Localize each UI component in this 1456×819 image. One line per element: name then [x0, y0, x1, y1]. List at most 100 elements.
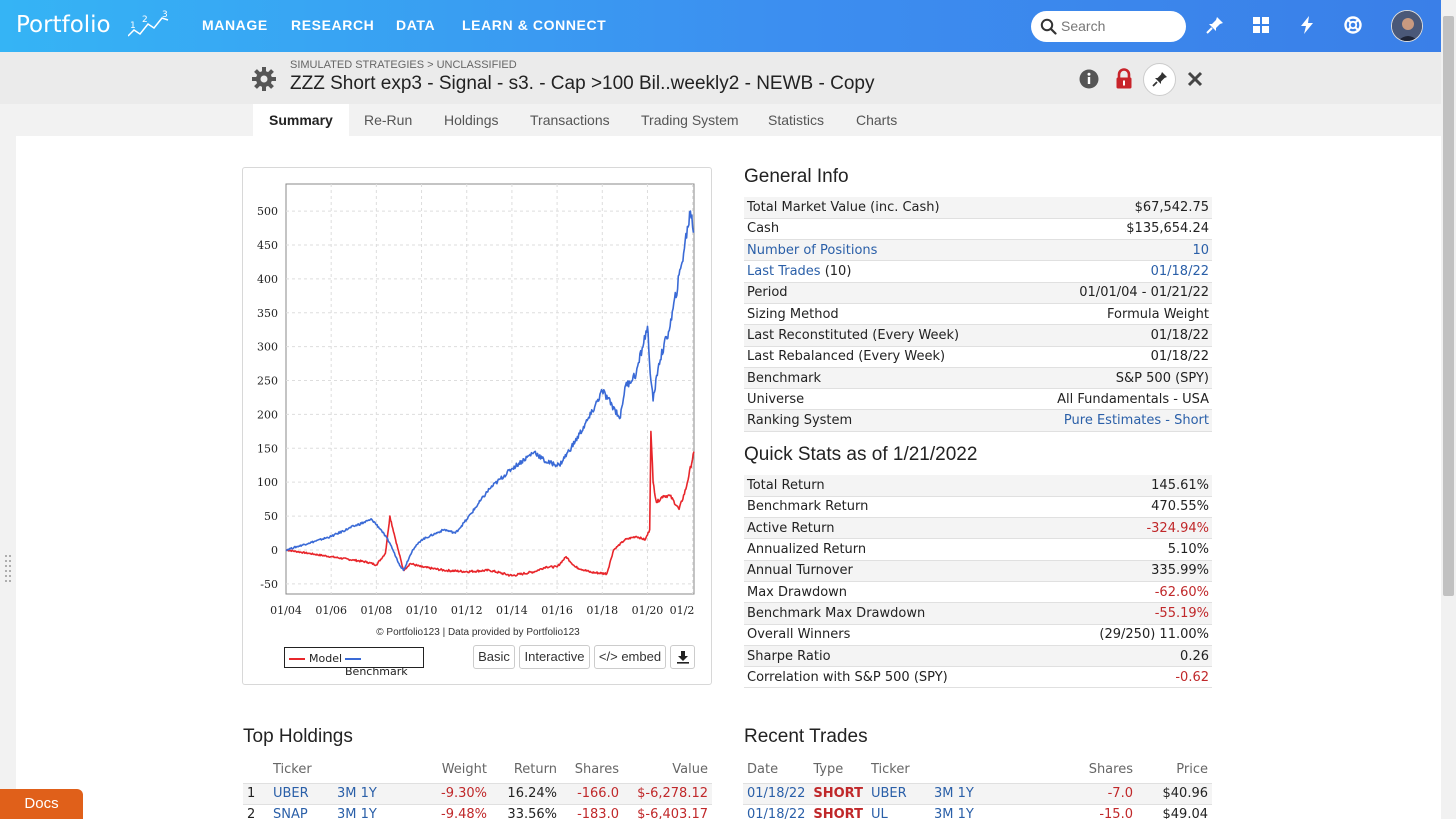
- chart-basic-button[interactable]: Basic: [473, 645, 515, 669]
- stat-value: -324.94%: [1044, 517, 1212, 540]
- holding-value: $-6,278.12: [623, 783, 712, 805]
- legend-benchmark[interactable]: Benchmark: [345, 652, 423, 678]
- col-value[interactable]: Value: [623, 757, 712, 784]
- svg-text:3: 3: [162, 10, 168, 20]
- portfolio123-logo[interactable]: Portfolio: [16, 12, 111, 38]
- breadcrumb[interactable]: SIMULATED STRATEGIES > UNCLASSIFIED: [290, 59, 517, 71]
- x-tick-label: 01/14: [496, 604, 528, 617]
- search-box[interactable]: [1031, 11, 1186, 42]
- trade-date-link[interactable]: 01/18/22: [743, 804, 810, 819]
- number-of-positions-link[interactable]: Number of Positions: [747, 242, 878, 258]
- y-tick-label: 450: [257, 239, 278, 252]
- trade-shares: -15.0: [1019, 804, 1137, 819]
- y-tick-label: 0: [271, 544, 278, 557]
- quick-stats-title: Quick Stats as of 1/21/2022: [744, 444, 978, 465]
- info-value: S&P 500 (SPY): [1015, 367, 1212, 390]
- lightning-icon[interactable]: [1297, 15, 1317, 35]
- legend-model[interactable]: Model: [289, 652, 342, 665]
- nav-research[interactable]: RESEARCH: [291, 17, 375, 33]
- tab-transactions[interactable]: Transactions: [530, 112, 610, 128]
- trade-price: $40.96: [1136, 783, 1212, 805]
- nav-learn-connect[interactable]: LEARN & CONNECT: [462, 17, 607, 33]
- tab-trading-system[interactable]: Trading System: [641, 112, 739, 128]
- plot-area: [285, 183, 695, 595]
- stat-label: Sharpe Ratio: [744, 645, 1045, 668]
- holding-period-links[interactable]: 3M 1Y: [333, 804, 413, 819]
- col-shares[interactable]: Shares: [561, 757, 623, 784]
- x-tick-label: 01/06: [315, 604, 347, 617]
- close-icon[interactable]: [1183, 67, 1207, 91]
- stat-label: Correlation with S&P 500 (SPY): [744, 666, 1045, 689]
- tab-re-run[interactable]: Re-Run: [364, 112, 413, 128]
- trade-period-links[interactable]: 3M 1Y: [929, 783, 1020, 805]
- svg-text:2: 2: [142, 15, 148, 25]
- col-type[interactable]: Type: [809, 757, 867, 784]
- trade-ticker-link[interactable]: UBER: [866, 783, 930, 805]
- tab-charts[interactable]: Charts: [856, 112, 898, 128]
- left-gutter: [0, 104, 16, 819]
- col-rank: [243, 757, 269, 784]
- nav-manage[interactable]: MANAGE: [202, 17, 268, 33]
- chart-embed-button[interactable]: </> embed: [594, 645, 666, 669]
- tab-holdings[interactable]: Holdings: [444, 112, 499, 128]
- stat-row: Total Return 145.61%: [744, 475, 1212, 497]
- col-shares[interactable]: Shares: [1019, 757, 1137, 784]
- drag-handle-icon[interactable]: [4, 553, 12, 585]
- col-ticker[interactable]: Ticker: [866, 757, 930, 784]
- info-value: 01/18/22: [1015, 324, 1212, 347]
- trade-type: SHORT: [809, 783, 867, 805]
- stat-row: Benchmark Return 470.55%: [744, 496, 1212, 519]
- tab-summary[interactable]: Summary: [253, 104, 349, 136]
- chart-download-button[interactable]: [670, 645, 695, 669]
- col-date[interactable]: Date: [743, 757, 810, 784]
- user-avatar[interactable]: [1391, 10, 1423, 42]
- last-trades-count: (10): [820, 264, 852, 280]
- last-trades-link[interactable]: Last Trades: [747, 264, 821, 280]
- docs-button[interactable]: Docs: [0, 789, 83, 819]
- pin-icon[interactable]: [1205, 15, 1225, 35]
- pin-strategy-button[interactable]: [1143, 63, 1176, 96]
- trade-ticker-link[interactable]: UL: [866, 804, 930, 819]
- legend-benchmark-label: Benchmark: [345, 665, 408, 678]
- nav-data[interactable]: DATA: [396, 17, 436, 33]
- tab-statistics[interactable]: Statistics: [768, 112, 825, 128]
- series-line-model: [285, 430, 695, 577]
- stat-row: Active Return -324.94%: [744, 517, 1212, 540]
- stat-value: 0.26: [1044, 645, 1212, 668]
- lock-icon[interactable]: [1112, 67, 1136, 91]
- search-input[interactable]: [1061, 16, 1176, 36]
- number-of-positions-value-link[interactable]: 10: [1192, 242, 1209, 258]
- series-line-benchmark: [285, 210, 695, 572]
- x-tick-label: 01/04: [270, 604, 302, 617]
- holding-ticker-link[interactable]: UBER: [269, 783, 333, 805]
- y-tick-label: -50: [260, 578, 278, 591]
- performance-chart[interactable]: -50 0 50 100 150 200 250 300 350 400 450 500 01/04 01…: [243, 170, 711, 620]
- help-lifebuoy-icon[interactable]: [1343, 15, 1363, 35]
- y-tick-label: 50: [264, 510, 278, 523]
- trade-date-link[interactable]: 01/18/22: [743, 783, 810, 805]
- info-icon[interactable]: [1077, 67, 1101, 91]
- stat-label: Benchmark Return: [744, 496, 1045, 519]
- last-trades-date-link[interactable]: 01/18/22: [1150, 264, 1209, 280]
- info-label: Total Market Value (inc. Cash): [744, 197, 1016, 219]
- ranking-system-link[interactable]: Pure Estimates - Short: [1063, 413, 1209, 429]
- gear-icon[interactable]: [251, 66, 277, 92]
- col-weight[interactable]: Weight: [413, 757, 491, 784]
- dashboard-grid-icon[interactable]: [1251, 15, 1271, 35]
- col-ticker[interactable]: Ticker: [269, 757, 333, 784]
- trade-period-links[interactable]: 3M 1Y: [929, 804, 1020, 819]
- stat-value: (29/250) 11.00%: [1044, 624, 1212, 646]
- table-row: 01/18/22 SHORT UBER 3M 1Y -7.0 $40.96: [743, 783, 1212, 805]
- logo-123-graphic: 1 2 3: [128, 10, 169, 37]
- holding-ticker-link[interactable]: SNAP: [269, 804, 333, 819]
- stat-label: Annual Turnover: [744, 560, 1045, 582]
- y-tick-label: 500: [257, 205, 278, 218]
- chart-interactive-button[interactable]: Interactive: [519, 645, 590, 669]
- holding-period-links[interactable]: 3M 1Y: [333, 783, 413, 805]
- col-price[interactable]: Price: [1136, 757, 1212, 784]
- stat-value: 5.10%: [1044, 538, 1212, 561]
- col-return[interactable]: Return: [491, 757, 561, 784]
- y-tick-label: 350: [257, 307, 278, 320]
- scrollbar-thumb[interactable]: [1443, 16, 1454, 596]
- info-label: Last Rebalanced (Every Week): [744, 346, 1016, 368]
